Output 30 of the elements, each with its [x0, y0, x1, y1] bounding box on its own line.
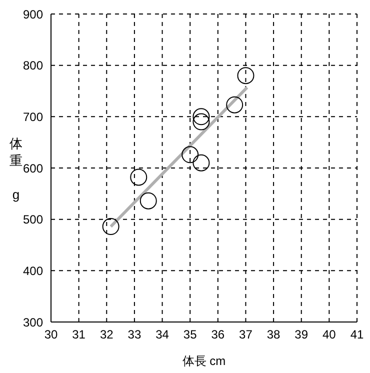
y-tick-label: 300 [22, 315, 44, 330]
y-tick-label: 400 [22, 264, 44, 278]
point [192, 154, 210, 172]
y-tick-label: 800 [22, 58, 44, 73]
point [182, 146, 199, 164]
point [237, 67, 254, 84]
y-tick-label: 600 [22, 161, 44, 176]
y-tick-label: 700 [22, 110, 44, 124]
x-tick-label: 39 [294, 328, 308, 342]
x-axis-title: 体長 cm [182, 354, 226, 368]
point [130, 168, 148, 186]
x-tick-label: 35 [183, 328, 198, 342]
point [192, 108, 210, 126]
x-tick-label: 30 [44, 328, 58, 342]
point [140, 192, 157, 210]
x-tick-label: 41 [350, 328, 364, 342]
x-tick-label: 40 [322, 328, 336, 342]
point [226, 96, 244, 114]
x-tick-label: 38 [266, 328, 281, 342]
x-tick-label: 36 [211, 328, 225, 342]
x-tick-label: 34 [156, 328, 170, 342]
text: 体重 g [10, 136, 22, 202]
y-tick-label: 900 [22, 7, 44, 22]
x-tick-label: 33 [128, 328, 142, 342]
x-tick-label: 37 [239, 328, 253, 342]
point [102, 218, 120, 236]
x-tick-label: 31 [72, 328, 86, 342]
x-tick-label: 32 [100, 328, 114, 342]
y-tick-label: 500 [22, 212, 44, 227]
point [192, 113, 210, 130]
